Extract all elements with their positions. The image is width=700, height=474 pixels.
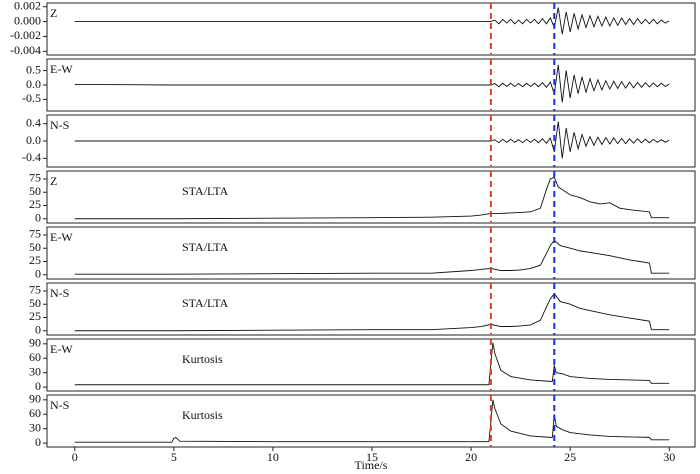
y-tick-label: 0 (35, 267, 41, 281)
y-tick-label: 0.002 (14, 0, 41, 12)
panel-label: Z (50, 6, 57, 20)
y-tick-label: 75 (29, 283, 41, 297)
y-tick-label: 60 (29, 350, 41, 364)
x-tick-label: 10 (267, 450, 279, 464)
y-tick-label: 75 (29, 227, 41, 241)
x-tick-label: 30 (663, 450, 675, 464)
panel-label: N-S (50, 286, 69, 300)
y-tick-label: 50 (29, 296, 41, 310)
panel-label: N-S (50, 398, 69, 412)
y-tick-label: 0 (35, 435, 41, 449)
panel-frame (46, 170, 696, 224)
y-tick-label: 0.000 (14, 13, 41, 27)
panel-frame (46, 226, 696, 280)
trace-line (74, 176, 670, 220)
y-tick-label: 60 (29, 406, 41, 420)
panel-annotation: Kurtosis (182, 352, 223, 366)
y-tick-label: 0.0 (26, 77, 41, 91)
trace-line (74, 121, 670, 159)
y-tick-label: 50 (29, 240, 41, 254)
panel-label: N-S (50, 118, 69, 132)
y-tick-label: 0.5 (26, 62, 41, 76)
panel-annotation: STA/LTA (182, 240, 229, 254)
panel-annotation: STA/LTA (182, 296, 229, 310)
y-tick-label: 25 (29, 197, 41, 211)
y-tick-label: -0.002 (10, 28, 41, 42)
x-tick-label: 0 (72, 450, 78, 464)
trace-line (74, 7, 670, 35)
y-tick-label: 90 (29, 336, 41, 350)
y-tick-label: 25 (29, 253, 41, 267)
y-tick-label: -0.004 (10, 43, 41, 57)
x-tick-label: 5 (171, 450, 177, 464)
y-tick-label: 25 (29, 309, 41, 323)
x-axis-label: Time/s (355, 458, 388, 472)
x-tick-label: 15 (366, 450, 378, 464)
panel-annotation: Kurtosis (182, 408, 223, 422)
y-tick-label: 90 (29, 392, 41, 406)
trace-line (74, 239, 670, 275)
panel-frame (46, 282, 696, 336)
y-tick-label: 0 (35, 379, 41, 393)
panel-label: E-W (50, 342, 73, 356)
y-tick-label: 50 (29, 184, 41, 198)
panel-frame (46, 338, 696, 392)
x-tick-label: 20 (465, 450, 477, 464)
x-tick-label: 25 (564, 450, 576, 464)
panel-annotation: STA/LTA (182, 184, 229, 198)
panel-label: E-W (50, 230, 73, 244)
trace-line (74, 64, 670, 103)
y-tick-label: 0.4 (26, 115, 41, 129)
y-tick-label: 30 (29, 364, 41, 378)
trace-line (74, 292, 670, 332)
y-tick-label: -0.5 (22, 91, 41, 105)
y-tick-label: 0.0 (26, 133, 41, 147)
panel-label: E-W (50, 62, 73, 76)
y-tick-label: 75 (29, 171, 41, 185)
panel-label: Z (50, 174, 57, 188)
y-tick-label: 30 (29, 420, 41, 434)
panel-frame (46, 394, 696, 448)
y-tick-label: 0 (35, 211, 41, 225)
y-tick-label: -0.4 (22, 150, 41, 164)
panel-frame (46, 2, 696, 56)
trace-line (74, 399, 670, 443)
trace-line (74, 342, 670, 386)
y-tick-label: 0 (35, 323, 41, 337)
